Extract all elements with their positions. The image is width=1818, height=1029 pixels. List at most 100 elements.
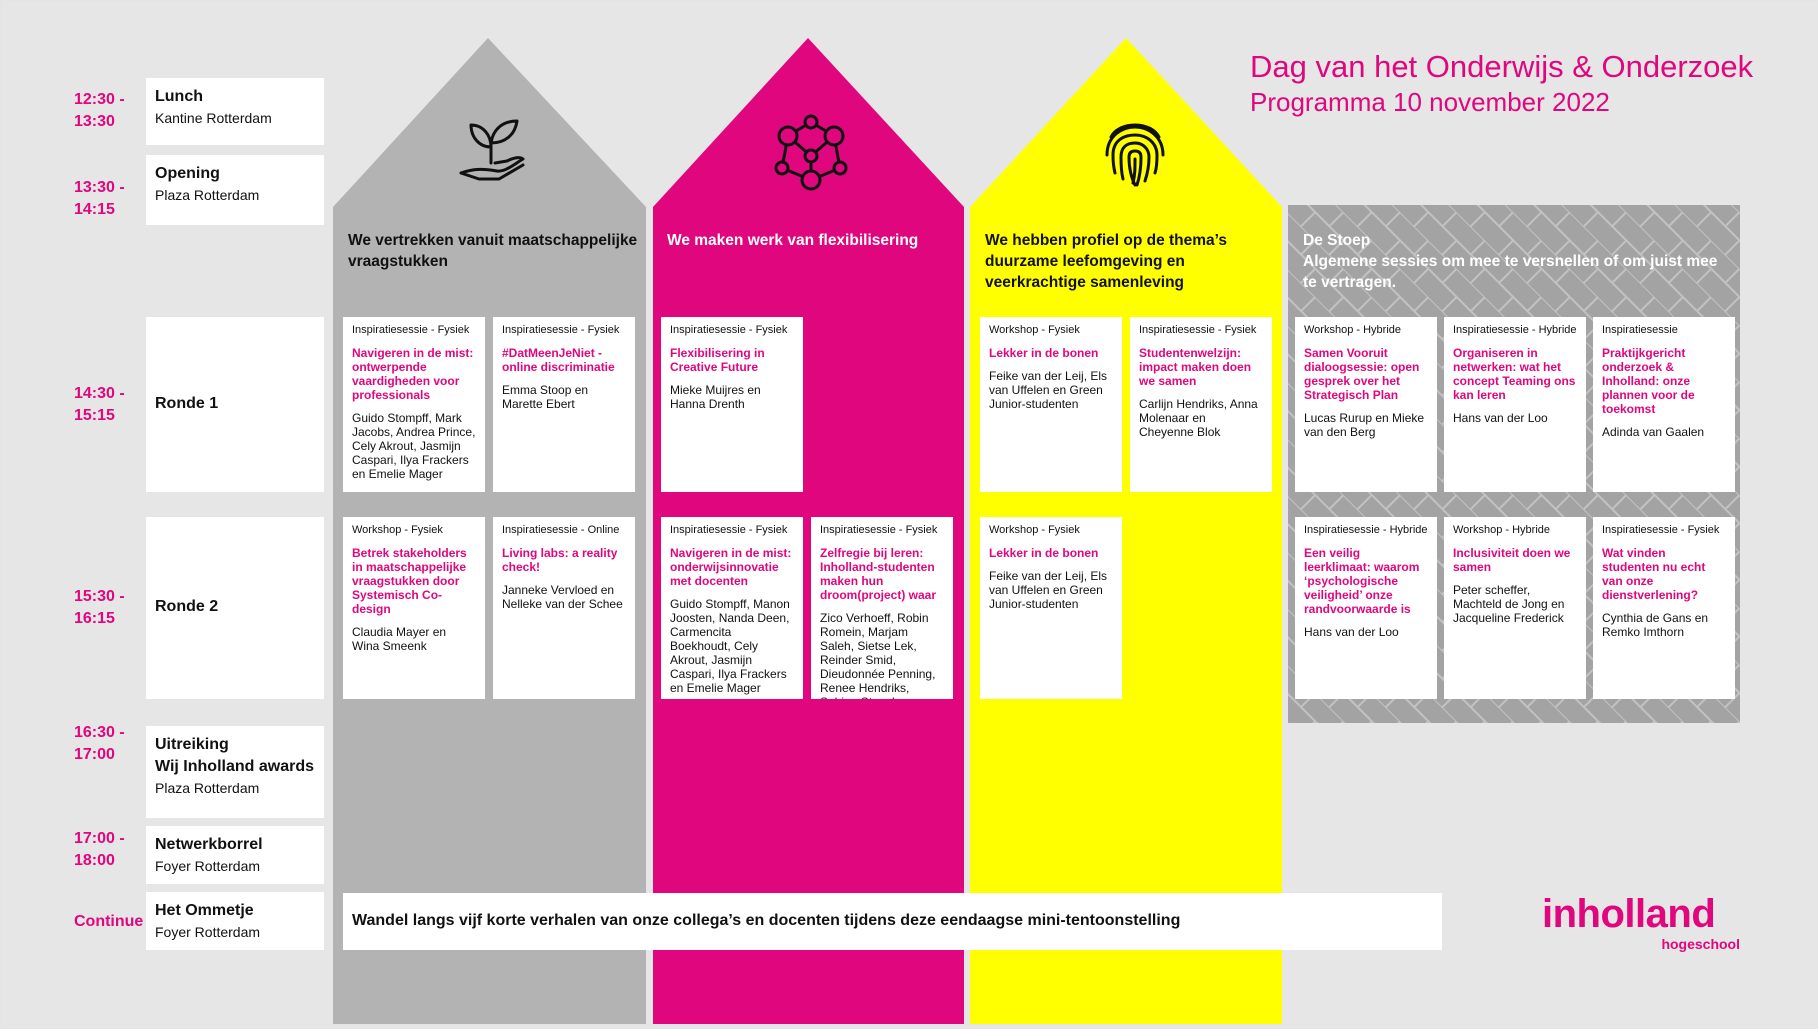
schedule-location: Kantine Rotterdam [155, 110, 272, 126]
session-type: Inspiratiesessie - Fysiek [1602, 524, 1720, 536]
session-type: Inspiratiesessie - Fysiek [502, 324, 620, 336]
session-card[interactable]: Workshop - Fysiek Betrek stakeholders in… [343, 517, 485, 699]
session-card[interactable]: Workshop - Fysiek Lekker in de bonen Fei… [980, 317, 1122, 492]
session-speakers: Hans van der Loo [1304, 625, 1399, 639]
column-heading-profiel: We hebben profiel op de thema’s duurzame… [985, 232, 1228, 291]
session-type: Workshop - Hybride [1304, 324, 1401, 336]
column-heading-flexibilisering: We maken werk van flexibilisering [667, 232, 919, 249]
session-title: Flexibilisering in Creative Future [670, 346, 765, 374]
session-card[interactable]: Inspiratiesessie - Fysiek Zelfregie bij … [811, 517, 953, 699]
session-type: Inspiratiesessie - Fysiek [352, 324, 470, 336]
stoep-title: De Stoep [1303, 232, 1371, 249]
session-card[interactable]: Inspiratiesessie - Fysiek #DatMeenJeNiet… [493, 317, 635, 492]
session-type: Workshop - Fysiek [989, 324, 1080, 336]
session-speakers: Adinda van Gaalen [1602, 425, 1705, 439]
session-card[interactable]: Inspiratiesessie Praktijkgericht onderzo… [1593, 317, 1735, 492]
session-card[interactable]: Inspiratiesessie - Hybride Organiseren i… [1444, 317, 1586, 492]
session-speakers: Peter scheffer, Machteld de Jong en Jacq… [1453, 583, 1565, 625]
session-card[interactable]: Inspiratiesessie - Fysiek Navigeren in d… [343, 317, 485, 492]
session-speakers: Feike van der Leij, Els van Uffelen en G… [989, 369, 1108, 411]
session-card[interactable]: Inspiratiesessie - Fysiek Studentenwelzi… [1130, 317, 1272, 492]
session-title: Organiseren in netwerken: wat het concep… [1453, 346, 1576, 402]
session-type: Inspiratiesessie - Fysiek [820, 524, 938, 536]
inholland-logo: inholland hogeschool [1542, 892, 1742, 952]
session-type: Inspiratiesessie - Hybride [1304, 524, 1428, 536]
session-title: Samen Vooruit dialoogsessie: open gespre… [1304, 346, 1420, 402]
schedule-location: Foyer Rotterdam [155, 858, 261, 874]
column-magenta-shape [653, 38, 964, 1024]
schedule-title: Het Ommetje [155, 902, 254, 919]
time-awards: 16:30 - 17:00 [74, 724, 125, 763]
session-card[interactable]: Inspiratiesessie - Fysiek Wat vinden stu… [1593, 517, 1735, 699]
session-card[interactable]: Inspiratiesessie - Fysiek Navigeren in d… [661, 517, 803, 699]
session-type: Inspiratiesessie - Fysiek [1139, 324, 1257, 336]
session-type: Inspiratiesessie - Hybride [1453, 324, 1577, 336]
session-speakers: Cynthia de Gans en Remko Imthorn [1602, 611, 1709, 639]
session-type: Inspiratiesessie - Online [502, 524, 620, 536]
schedule-location: Plaza Rotterdam [155, 780, 260, 796]
network-people-icon [774, 114, 848, 191]
column-yellow-shape [970, 38, 1282, 1024]
session-title: Navigeren in de mist: ontwerpende vaardi… [352, 346, 474, 402]
session-speakers: Hans van der Loo [1453, 411, 1548, 425]
schedule-opening: Opening Plaza Rotterdam [146, 155, 324, 225]
session-speakers: Lucas Rurup en Mieke van den Berg [1304, 411, 1425, 439]
session-speakers: Zico Verhoeff, Robin Romein, Marjam Sale… [820, 611, 936, 699]
session-card[interactable]: Workshop - Hybride Inclusiviteit doen we… [1444, 517, 1586, 699]
schedule-title: Ronde 1 [155, 395, 219, 412]
column-heading-maatschappelijk: We vertrekken vanuit maatschappelijke vr… [348, 232, 638, 270]
session-title: #DatMeenJeNiet - online discriminatie [502, 346, 615, 374]
plant-hand-icon [459, 119, 525, 181]
session-card[interactable]: Workshop - Hybride Samen Vooruit dialoog… [1295, 317, 1437, 492]
time-lunch: 12:30 - 13:30 [74, 91, 125, 130]
ommetje-banner: Wandel langs vijf korte verhalen van onz… [343, 893, 1442, 950]
session-title: Lekker in de bonen [989, 346, 1099, 360]
session-title: Living labs: a reality check! [502, 546, 618, 574]
schedule-ronde-2: Ronde 2 [146, 517, 324, 699]
schedule-title: Opening [155, 165, 220, 182]
schedule-lunch: Lunch Kantine Rotterdam [146, 78, 324, 145]
session-type: Workshop - Fysiek [989, 524, 1080, 536]
schedule-awards: Uitreiking Wij Inholland awards Plaza Ro… [146, 726, 324, 818]
page-title: Dag van het Onderwijs & Onderzoek [1250, 49, 1754, 84]
session-speakers: Feike van der Leij, Els van Uffelen en G… [989, 569, 1108, 611]
session-speakers: Janneke Vervloed en Nelleke van der Sche… [502, 583, 623, 611]
schedule-title: Uitreiking Wij Inholland awards [155, 736, 314, 775]
time-continue: Continue [74, 913, 144, 930]
time-ronde-2: 15:30 - 16:15 [74, 588, 125, 627]
session-title: Lekker in de bonen [989, 546, 1099, 560]
session-title: Studentenwelzijn: impact maken doen we s… [1139, 346, 1252, 388]
fingerprint-icon [1105, 123, 1165, 187]
session-title: Navigeren in de mist: onderwijsinnovatie… [670, 546, 792, 588]
stoep-heading: De Stoep Algemene sessies om mee te vers… [1303, 230, 1723, 293]
session-card[interactable]: Inspiratiesessie - Hybride Een veilig le… [1295, 517, 1437, 699]
time-opening: 13:30 - 14:15 [74, 179, 125, 218]
session-speakers: Emma Stoop en Marette Ebert [502, 383, 589, 411]
stoep-subtitle: Algemene sessies om mee te versnellen of… [1303, 253, 1718, 291]
session-title: Een veilig leerklimaat: waarom ‘psycholo… [1304, 546, 1420, 616]
schedule-ronde-1: Ronde 1 [146, 317, 324, 492]
schedule-title: Ronde 2 [155, 598, 219, 615]
session-speakers: Guido Stompff, Mark Jacobs, Andrea Princ… [352, 411, 476, 481]
schedule-title: Netwerkborrel [155, 836, 263, 853]
session-title: Praktijkgericht onderzoek & Inholland: o… [1602, 346, 1695, 416]
schedule-title: Lunch [155, 88, 203, 105]
logo-wordmark: inholland [1542, 892, 1716, 936]
session-type: Workshop - Fysiek [352, 524, 443, 536]
session-speakers: Guido Stompff, Manon Joosten, Nanda Deen… [670, 597, 790, 695]
session-title: Betrek stakeholders in maatschappelijke … [352, 546, 467, 616]
session-card[interactable]: Inspiratiesessie - Online Living labs: a… [493, 517, 635, 699]
session-title: Inclusiviteit doen we samen [1453, 546, 1571, 574]
session-type: Inspiratiesessie - Fysiek [670, 524, 788, 536]
session-card[interactable]: Workshop - Fysiek Lekker in de bonen Fei… [980, 517, 1122, 699]
page-subtitle: Programma 10 november 2022 [1250, 87, 1610, 117]
time-netwerkborrel: 17:00 - 18:00 [74, 830, 125, 869]
time-ronde-1: 14:30 - 15:15 [74, 385, 125, 424]
schedule-ommetje: Het Ommetje Foyer Rotterdam [146, 892, 324, 950]
session-title: Wat vinden studenten nu echt van onze di… [1602, 546, 1706, 602]
logo-subtitle: hogeschool [1661, 936, 1740, 952]
schedule-location: Foyer Rotterdam [155, 924, 261, 940]
session-type: Inspiratiesessie - Fysiek [670, 324, 788, 336]
session-speakers: Mieke Muijres en Hanna Drenth [670, 383, 761, 411]
session-card[interactable]: Inspiratiesessie - Fysiek Flexibiliserin… [661, 317, 803, 492]
